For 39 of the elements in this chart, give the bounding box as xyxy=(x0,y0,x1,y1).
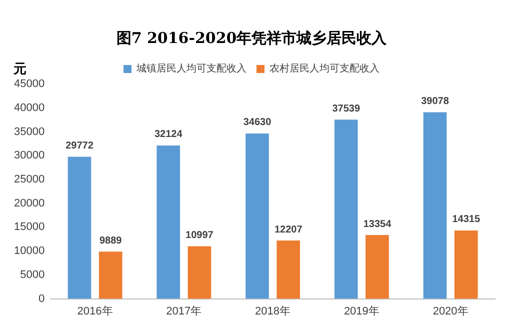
y-axis-title: 元 xyxy=(12,62,26,77)
x-tick-label: 2016年 xyxy=(77,305,113,318)
bar xyxy=(423,112,447,299)
data-label: 13354 xyxy=(363,218,392,230)
x-tick-label: 2018年 xyxy=(255,305,291,318)
x-tick-label: 2019年 xyxy=(344,305,380,318)
data-label: 10997 xyxy=(186,230,214,242)
data-label: 32124 xyxy=(154,129,183,140)
bar xyxy=(68,156,92,299)
bar xyxy=(366,235,389,299)
data-label: 37539 xyxy=(332,103,360,114)
data-label: 29772 xyxy=(66,140,94,152)
legend-label: 农村居民人均可支配收入 xyxy=(270,62,380,75)
y-tick-label: 20000 xyxy=(14,197,45,210)
data-label: 39078 xyxy=(421,96,450,108)
bar xyxy=(188,246,212,299)
data-label: 12207 xyxy=(274,224,303,236)
y-tick-label: 25000 xyxy=(14,174,45,186)
y-tick-label: 5000 xyxy=(20,268,45,281)
y-tick-label: 35000 xyxy=(14,126,45,138)
data-label: 34630 xyxy=(243,117,272,128)
bar xyxy=(98,252,122,299)
x-tick-label: 2020年 xyxy=(432,305,468,318)
y-tick-label: 15000 xyxy=(14,221,45,234)
x-tick-label: 2017年 xyxy=(166,305,202,318)
y-tick-label: 10000 xyxy=(14,245,45,258)
bar xyxy=(454,230,478,299)
y-tick-label: 30000 xyxy=(14,150,45,162)
bar xyxy=(276,240,300,299)
data-label: 9889 xyxy=(99,235,122,246)
data-label: 14315 xyxy=(452,214,480,226)
y-tick-label: 40000 xyxy=(14,102,45,114)
y-tick-label: 0 xyxy=(38,292,45,305)
bar xyxy=(156,145,180,299)
bar xyxy=(246,134,269,299)
y-tick-label: 45000 xyxy=(14,78,45,90)
legend-label: 城镇居民人均可支配收入 xyxy=(136,62,246,75)
bar xyxy=(334,120,358,299)
chart-title: 图7 2016-2020年凭祥市城乡居民收入 xyxy=(116,28,388,47)
